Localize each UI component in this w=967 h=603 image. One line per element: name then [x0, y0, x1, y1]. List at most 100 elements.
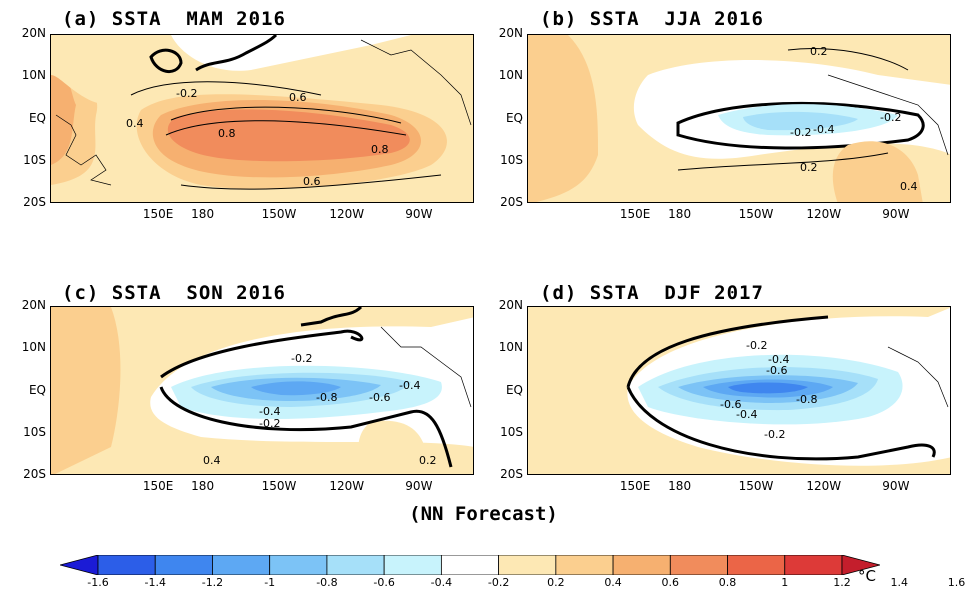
x-tick-label: 150W: [738, 207, 774, 221]
y-tick-label: 20N: [498, 26, 523, 40]
colorbar-tick-label: -1: [264, 576, 276, 589]
x-tick-label: 120W: [806, 207, 842, 221]
x-tick-label: 90W: [405, 207, 433, 221]
x-tick-label: 90W: [882, 479, 910, 493]
x-tick-label: 150W: [738, 479, 774, 493]
panel-c-title: (c) SSTA SON 2016: [62, 282, 286, 304]
y-tick-label: 10S: [500, 152, 523, 167]
contour-label: 0.6: [303, 175, 321, 188]
x-tick-label: 180: [668, 479, 692, 493]
panel-b-map: 0.2 -0.2 -0.2 -0.4 0.2 0.4: [527, 34, 951, 203]
panel-d-field: -0.2 -0.4 -0.6 -0.8 -0.6 -0.4 -0.2: [528, 307, 950, 474]
colorbar-swatch: [326, 555, 385, 575]
y-tick-label: 10N: [21, 340, 46, 355]
panel-b-title: (b) SSTA JJA 2016: [540, 8, 764, 30]
y-tick-label: 20N: [21, 26, 46, 40]
contour-label: 0.4: [126, 117, 144, 130]
contour-label: -0.2: [746, 339, 767, 352]
forecast-caption: (NN Forecast): [409, 503, 558, 525]
x-tick-label: 180: [191, 479, 215, 493]
x-tick-label: 150W: [261, 207, 297, 221]
colorbar-swatch: [727, 555, 786, 575]
panel-a-field: -0.2 0.4 0.6 0.8 0.8 0.6: [51, 35, 473, 202]
y-tick-label: 20S: [23, 467, 46, 481]
contour-label: 0.2: [800, 161, 818, 174]
y-tick-label: EQ: [505, 382, 523, 397]
y-tick-label: 10S: [500, 424, 523, 439]
contour-label: -0.4: [768, 353, 789, 366]
panel-a-title: (a) SSTA MAM 2016: [62, 8, 286, 30]
contour-label: -0.2: [291, 352, 312, 365]
colorbar-swatch: [383, 555, 442, 575]
y-tick-label: 10N: [498, 340, 523, 355]
y-tick-label: 20S: [500, 467, 523, 481]
colorbar-swatch: [212, 555, 271, 575]
contour-label: -0.8: [316, 391, 337, 404]
contour-label: -0.4: [813, 123, 834, 136]
x-tick-label: 150E: [142, 207, 174, 221]
x-tick-label: 150E: [142, 479, 174, 493]
panel-c-field: -0.2 -0.4 -0.8 -0.6 -0.4 -0.2 0.4 0.2: [51, 307, 473, 474]
panel-a-map: -0.2 0.4 0.6 0.8 0.8 0.6: [50, 34, 474, 203]
contour-label: -0.6: [720, 398, 741, 411]
contour-label: 0.2: [419, 454, 437, 467]
x-tick-label: 120W: [806, 479, 842, 493]
colorbar-tick-label: 1.6: [947, 576, 966, 589]
panel-c-map: -0.2 -0.4 -0.8 -0.6 -0.4 -0.2 0.4 0.2: [50, 306, 474, 475]
y-tick-label: 10N: [21, 68, 46, 83]
colorbar-tick-label: -1.4: [144, 576, 166, 589]
colorbar: [60, 555, 880, 575]
contour-label: -0.8: [796, 393, 817, 406]
colorbar-swatch: [841, 555, 880, 575]
panel-d-title: (d) SSTA DJF 2017: [540, 282, 764, 304]
y-tick-label: 20S: [500, 195, 523, 209]
contour-label: 0.6: [289, 91, 307, 104]
x-tick-label: 180: [668, 207, 692, 221]
colorbar-tick-label: -0.8: [316, 576, 338, 589]
colorbar-tick-label: -1.2: [201, 576, 224, 589]
contour-label: 0.4: [900, 180, 918, 193]
y-tick-label: EQ: [28, 110, 46, 125]
x-tick-label: 150E: [619, 479, 651, 493]
y-tick-label: EQ: [505, 110, 523, 125]
contour-label: -0.4: [399, 379, 420, 392]
x-tick-label: 90W: [405, 479, 433, 493]
contour-label: -0.4: [259, 405, 280, 418]
colorbar-tick-label: 1.2: [833, 576, 851, 589]
colorbar-swatch: [669, 555, 728, 575]
colorbar-tick-label: -0.2: [487, 576, 510, 589]
contour-label: 0.8: [371, 143, 389, 156]
contour-label: -0.6: [766, 364, 787, 377]
x-tick-label: 120W: [329, 207, 365, 221]
colorbar-tick-label: -1.6: [87, 576, 109, 589]
colorbar-swatch: [784, 555, 843, 575]
panel-b-field: 0.2 -0.2 -0.2 -0.4 0.2 0.4: [528, 35, 950, 202]
colorbar-swatch: [269, 555, 328, 575]
x-tick-label: 150W: [261, 479, 297, 493]
contour-label: -0.6: [369, 391, 390, 404]
x-tick-label: 150E: [619, 207, 651, 221]
contour-label: 0.2: [810, 45, 828, 58]
contour-label: -0.2: [176, 87, 197, 100]
colorbar-swatch: [154, 555, 213, 575]
colorbar-swatch: [612, 555, 671, 575]
colorbar-swatch: [440, 555, 500, 575]
x-tick-label: 90W: [882, 207, 910, 221]
colorbar-swatch: [60, 555, 99, 575]
y-tick-label: 20S: [23, 195, 46, 209]
panel-d-map: -0.2 -0.4 -0.6 -0.8 -0.6 -0.4 -0.2: [527, 306, 951, 475]
colorbar-tick-label: 1.4: [890, 576, 908, 589]
y-tick-label: EQ: [28, 382, 46, 397]
y-tick-label: 10S: [23, 152, 46, 167]
colorbar-unit: °C: [858, 567, 876, 585]
contour-label: 0.8: [218, 127, 236, 140]
y-tick-label: 10N: [498, 68, 523, 83]
contour-label: -0.4: [736, 408, 757, 421]
colorbar-tick-label: -0.6: [373, 576, 395, 589]
contour-label: -0.2: [259, 417, 280, 430]
colorbar-swatch: [555, 555, 614, 575]
colorbar-tick-label: 0.4: [604, 576, 622, 589]
x-tick-label: 180: [191, 207, 215, 221]
contour-label: -0.2: [764, 428, 785, 441]
colorbar-swatch: [97, 555, 156, 575]
